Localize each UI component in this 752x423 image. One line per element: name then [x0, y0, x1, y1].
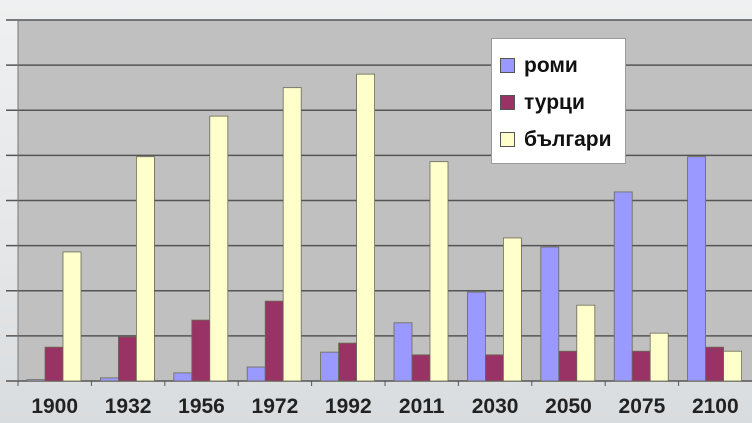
x-tick-label: 1932	[105, 395, 152, 418]
legend-item-bulgarians: българи	[500, 121, 625, 158]
legend-swatch	[500, 95, 515, 110]
bar-2030-0	[466, 291, 486, 382]
bar-2011-2	[429, 161, 449, 382]
legend-swatch	[500, 132, 515, 147]
bar-1992-2	[356, 73, 376, 382]
bar-1932-0	[100, 377, 119, 382]
bar-2100-2	[723, 350, 742, 382]
bar-2100-0	[687, 156, 706, 382]
bar-2050-2	[576, 304, 596, 382]
bar-2100-1	[705, 346, 724, 382]
bar-2011-1	[411, 354, 431, 382]
x-tick-label: 1900	[31, 395, 78, 418]
legend-item-turks: турци	[500, 84, 625, 121]
bar-1900-2	[62, 251, 82, 382]
bar-1900-0	[26, 379, 46, 382]
bar-1956-2	[209, 115, 229, 382]
bar-1956-0	[173, 372, 193, 382]
x-tick-label: 2075	[619, 395, 666, 418]
legend: роми турци българи	[491, 38, 626, 164]
bar-1992-1	[338, 342, 358, 382]
x-tick-label: 2050	[545, 395, 592, 418]
bar-1956-1	[191, 319, 211, 382]
bar-2075-2	[649, 332, 669, 382]
bar-2030-2	[502, 237, 522, 382]
legend-swatch	[500, 58, 515, 73]
bar-2075-0	[613, 191, 633, 382]
bar-1932-1	[118, 336, 137, 382]
bar-1972-1	[264, 300, 284, 382]
bar-2030-1	[484, 354, 504, 382]
x-tick-label: 2100	[692, 395, 739, 418]
bar-1900-1	[44, 346, 64, 382]
x-tick-label: 1956	[178, 395, 225, 418]
x-tick-label: 1992	[325, 395, 372, 418]
legend-label: роми	[524, 53, 578, 77]
bar-1972-0	[246, 366, 266, 382]
legend-label: българи	[524, 127, 612, 151]
legend-label: турци	[524, 90, 585, 114]
bar-1932-2	[135, 156, 155, 382]
x-tick-label: 2011	[399, 395, 445, 418]
bar-2050-1	[558, 350, 578, 382]
x-tick-label: 2030	[472, 395, 519, 418]
legend-item-roma: роми	[500, 47, 625, 84]
x-tick-label: 1972	[252, 395, 299, 418]
bar-1972-2	[282, 87, 302, 382]
bar-1992-0	[320, 351, 340, 382]
bar-2011-0	[393, 322, 413, 382]
bar-2075-1	[631, 350, 651, 382]
bar-2050-0	[540, 246, 560, 382]
